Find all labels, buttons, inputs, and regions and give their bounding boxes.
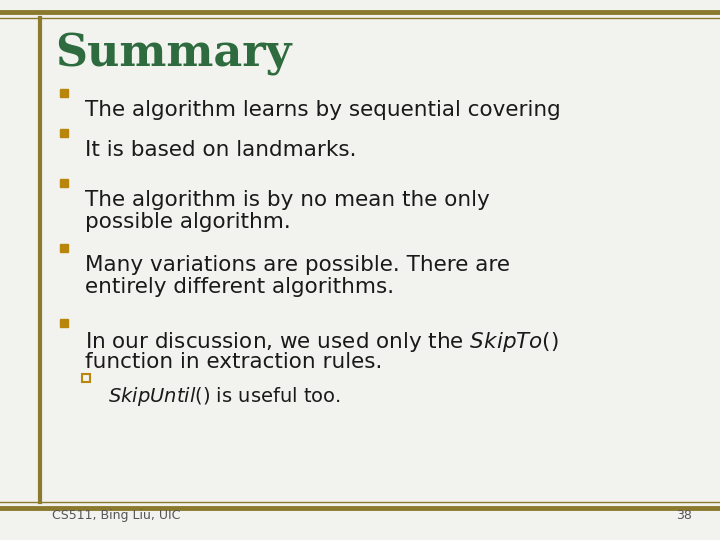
Text: CS511, Bing Liu, UIC: CS511, Bing Liu, UIC <box>52 509 181 522</box>
Text: The algorithm is by no mean the only: The algorithm is by no mean the only <box>85 190 490 210</box>
Text: 38: 38 <box>676 509 692 522</box>
Text: In our discussion, we used only the ⁣$\mathit{SkipTo}$(): In our discussion, we used only the ⁣$\m… <box>85 330 559 354</box>
Bar <box>60 179 68 187</box>
Text: function in extraction rules.: function in extraction rules. <box>85 352 382 372</box>
Text: It is based on landmarks.: It is based on landmarks. <box>85 140 356 160</box>
Text: Many variations are possible. There are: Many variations are possible. There are <box>85 255 510 275</box>
Text: possible algorithm.: possible algorithm. <box>85 212 291 232</box>
Bar <box>60 244 68 252</box>
Bar <box>60 129 68 137</box>
Text: The algorithm learns by sequential covering: The algorithm learns by sequential cover… <box>85 100 561 120</box>
Bar <box>60 89 68 97</box>
Bar <box>60 319 68 327</box>
Text: entirely different algorithms.: entirely different algorithms. <box>85 277 394 297</box>
Text: ⁣$\mathit{SkipUntil}$() is useful too.: ⁣$\mathit{SkipUntil}$() is useful too. <box>108 385 341 408</box>
Text: Summary: Summary <box>55 33 292 76</box>
